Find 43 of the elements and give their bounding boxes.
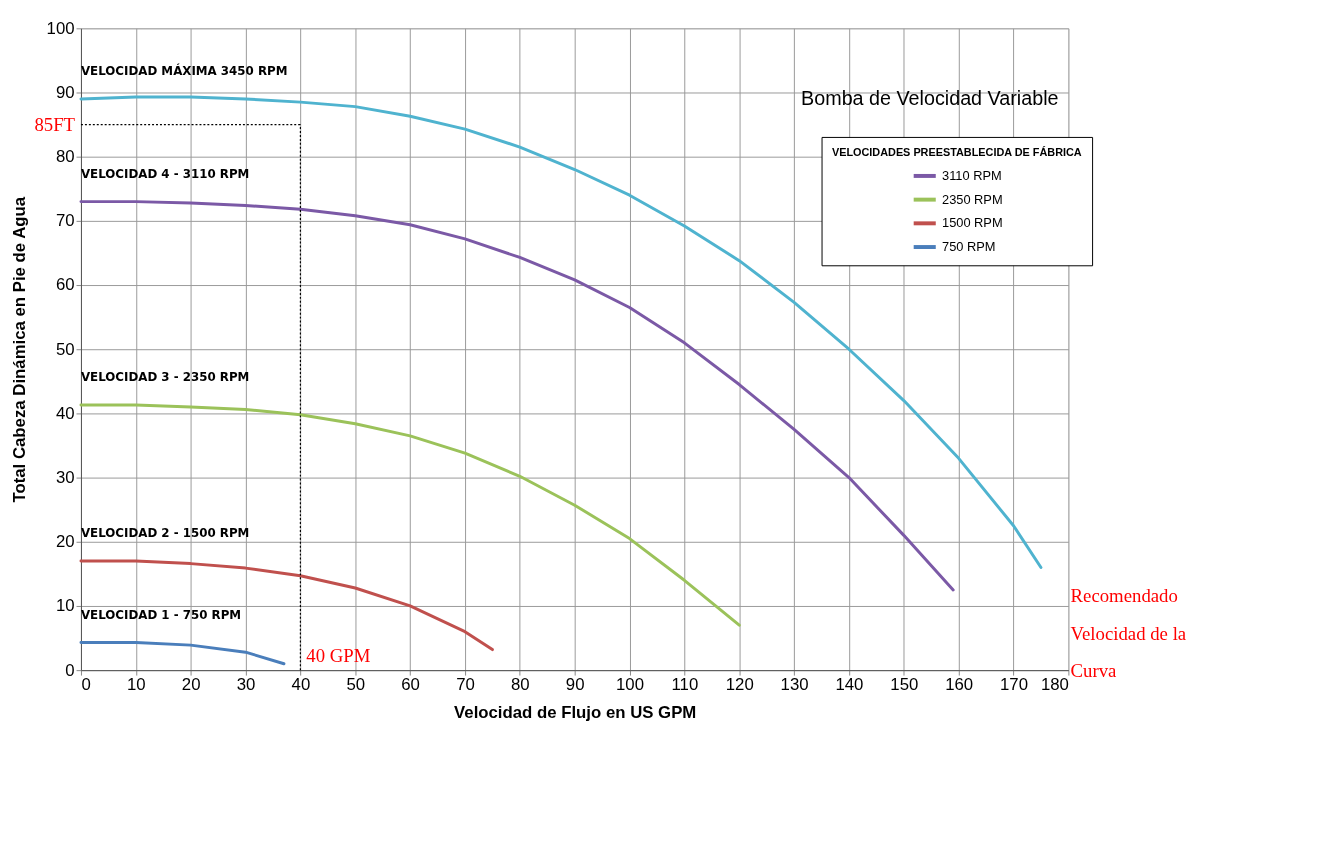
- x-tick-label: 60: [401, 675, 420, 695]
- annotation: Recomendado Velocidad de la Curva: [1070, 585, 1187, 682]
- x-tick-label: 40: [291, 675, 311, 695]
- legend-label: 750 RPM: [942, 238, 996, 254]
- x-tick-label: 30: [236, 675, 256, 695]
- legend-label: 1500 RPM: [942, 215, 1003, 231]
- x-tick-label: 120: [725, 675, 754, 695]
- y-tick-label: 0: [65, 660, 75, 680]
- x-tick-label: 0: [81, 675, 91, 695]
- line-series: [79, 403, 741, 627]
- x-tick-label: 160: [945, 675, 974, 695]
- x-tick-label: 20: [181, 675, 201, 695]
- y-tick-label: 40: [55, 403, 75, 423]
- y-tick-label: 20: [55, 532, 75, 552]
- y-tick-label: 90: [55, 82, 75, 102]
- x-tick-label: 80: [510, 675, 530, 695]
- x-tick-label: 50: [346, 675, 366, 695]
- y-tick-label: 70: [55, 211, 75, 231]
- x-axis-title: Velocidad de Flujo en US GPM: [454, 703, 697, 723]
- x-tick-label: 150: [890, 675, 919, 695]
- legend-label: 3110 RPM: [942, 167, 1002, 183]
- y-axis-title: Total Cabeza Dinámica en Pie de Agua: [9, 196, 29, 503]
- y-tick-label: 30: [55, 468, 75, 488]
- x-tick-label: 110: [671, 675, 699, 695]
- legend-title: VELOCIDADES PREESTABLECIDA DE FÁBRICA: [831, 145, 1082, 158]
- x-tick-label: 130: [780, 675, 809, 695]
- ref-line-label: 85FT: [34, 113, 76, 135]
- legend-label: 2350 RPM: [942, 191, 1003, 207]
- x-tick-label: 180: [1040, 675, 1069, 695]
- ref-line-label: 40 GPM: [306, 645, 371, 667]
- y-tick-label: 80: [55, 147, 75, 167]
- x-tick-label: 140: [835, 675, 864, 695]
- y-tick-label: 10: [55, 596, 75, 616]
- x-tick-label: 170: [1000, 675, 1029, 695]
- text: Bomba de Velocidad Variable: [801, 87, 1059, 110]
- x-tick-label: 10: [126, 675, 146, 695]
- y-tick-label: 50: [55, 339, 75, 359]
- x-tick-label: 70: [456, 675, 475, 695]
- line-series: [79, 641, 286, 666]
- y-tick-label: 60: [55, 275, 75, 295]
- x-tick-label: 100: [616, 675, 645, 695]
- x-tick-label: 90: [565, 675, 585, 695]
- y-tick-label: 100: [46, 18, 75, 38]
